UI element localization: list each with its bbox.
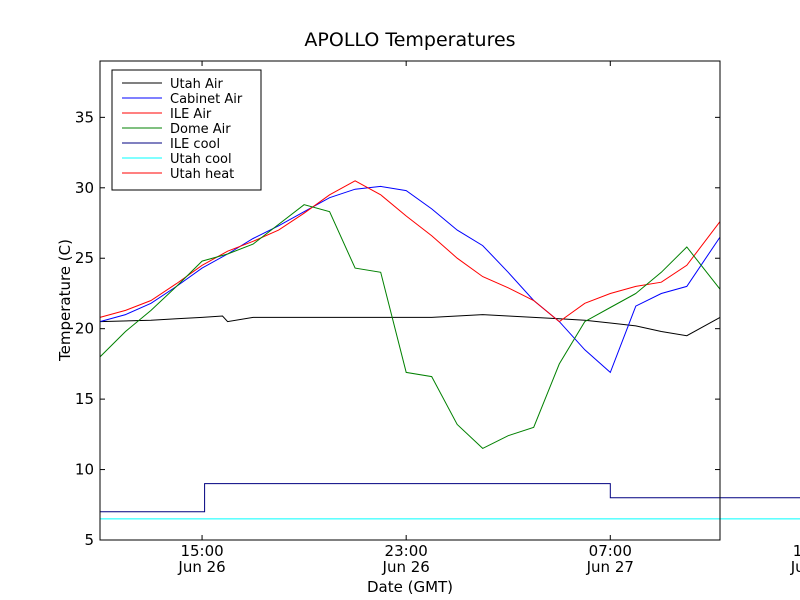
y-tick-label: 20 [75,320,94,338]
x-tick-label-time: 07:00 [589,542,632,560]
series-line-utah-air [99,314,721,337]
x-tick-label-date: Jun 27 [586,558,634,576]
series-line-cabinet-air [99,185,721,374]
legend-label: ILE cool [170,137,220,152]
y-tick-label: 5 [84,531,94,549]
x-tick-label-date: Jun 27 [790,558,800,576]
legend-label: Utah cool [170,152,232,167]
legend-box [111,69,262,191]
y-tick-label: 10 [75,461,94,479]
plot-frame [99,60,721,541]
x-axis-label: Date (GMT) [367,578,453,596]
x-tick-label-date: Jun 26 [177,558,225,576]
y-tick-label: 25 [75,249,94,267]
y-tick-label: 30 [75,179,94,197]
x-tick-label-time: 15:00 [180,542,223,560]
legend-label: Utah heat [170,167,234,182]
legend-label: ILE Air [170,107,212,122]
legend-label: Cabinet Air [170,92,243,107]
series-line-ile-air [99,180,721,323]
y-tick-label: 15 [75,390,94,408]
x-tick-label-time: 15:00 [793,542,800,560]
legend-label: Dome Air [170,122,231,137]
series-line-dome-air [99,204,721,450]
series-line-ile-cool [100,483,800,513]
x-tick-label-time: 23:00 [385,542,428,560]
legend-label: Utah Air [170,77,223,92]
chart-title: APOLLO Temperatures [304,29,515,51]
y-tick-label: 35 [75,108,94,126]
x-tick-label-date: Jun 26 [382,558,430,576]
y-axis-label: Temperature (C) [56,239,74,362]
